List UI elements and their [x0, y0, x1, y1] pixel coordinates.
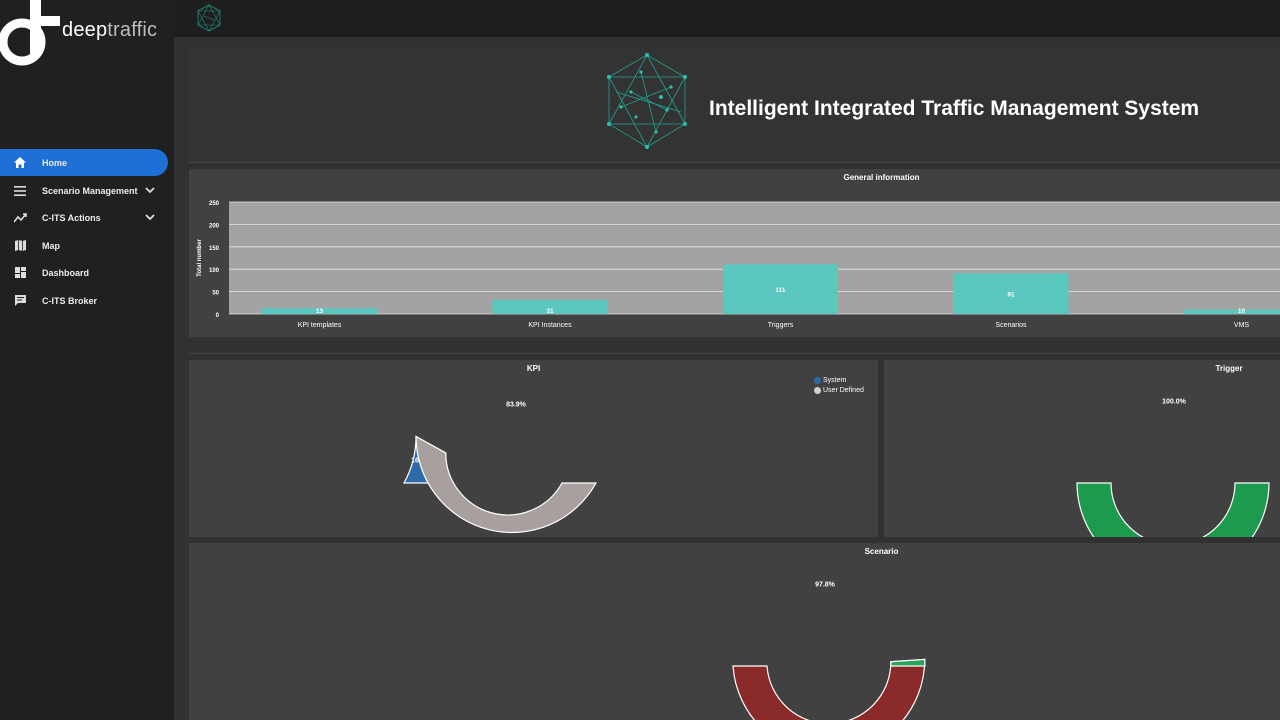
sidebar-item-scenario-management[interactable]: Scenario Management: [0, 177, 168, 204]
scenario-gauge-chart: 97.8%: [732, 582, 926, 720]
sidebar-item-cits-broker[interactable]: C-ITS Broker: [0, 287, 168, 314]
chevron-down-icon[interactable]: [144, 211, 156, 223]
home-icon: [13, 156, 27, 170]
bar: [262, 308, 377, 314]
y-tick-label: 50: [212, 291, 219, 297]
sidebar-item-label: C-ITS Broker: [42, 295, 98, 306]
divider: [189, 162, 1280, 163]
bar: [1184, 309, 1280, 314]
top-bar: [174, 0, 1280, 37]
legend-label: User Defined: [823, 387, 864, 394]
main-content: Intelligent Integrated Traffic Managemen…: [174, 37, 1280, 720]
bar-value-label: 13: [316, 308, 324, 315]
sidebar-item-label: Home: [42, 157, 68, 168]
gauge-value-label: 97.8%: [815, 582, 836, 589]
x-tick-label: KPI Instances: [528, 322, 572, 329]
sidebar-item-label: Map: [42, 240, 60, 251]
network-logo-icon[interactable]: [196, 4, 222, 32]
bar-value-label: 91: [1007, 292, 1015, 299]
trend-icon: [13, 211, 27, 225]
y-tick-label: 0: [216, 313, 220, 319]
logo-wordmark: deeptraffic: [62, 19, 158, 41]
kpi-legend: System User Defined: [814, 377, 864, 394]
map-icon: [13, 239, 27, 253]
network-hexagon-icon: [607, 53, 687, 149]
sidebar-item-cits-actions[interactable]: C-ITS Actions: [0, 204, 168, 231]
trigger-gauge-chart: 100.0%: [1076, 399, 1270, 537]
x-tick-label: VMS: [1234, 322, 1250, 329]
sidebar-item-dashboard[interactable]: Dashboard: [0, 259, 168, 286]
general-information-panel: General information 250 200 150 100 50 0 Total…: [189, 169, 1280, 337]
sidebar-item-label: Dashboard: [42, 267, 90, 278]
sidebar: deeptraffic Home Scenario Management C-I…: [0, 0, 174, 720]
sidebar-item-label: C-ITS Actions: [42, 212, 101, 223]
kpi-panel: KPI 16.1%83.9% System User Defined: [189, 360, 878, 537]
header-banner: Intelligent Integrated Traffic Managemen…: [189, 47, 1280, 162]
legend-dot-icon: [814, 387, 821, 394]
legend-item-user-defined[interactable]: User Defined: [814, 387, 864, 394]
bar: [953, 273, 1069, 314]
bar-value-label: 111: [775, 287, 786, 294]
gauge-slice: [732, 658, 926, 720]
gauge-slice: [1076, 482, 1270, 537]
y-tick-label: 150: [209, 246, 220, 252]
chevron-down-icon[interactable]: [144, 184, 156, 196]
general-bar-chart: 250 200 150 100 50 0 Total number 13 KPI templat…: [197, 201, 1280, 329]
deeptraffic-logo-icon: [0, 0, 60, 66]
y-tick-label: 100: [209, 268, 220, 274]
y-tick-label: 250: [209, 201, 220, 207]
bar: [723, 264, 838, 314]
bar-value-label: 31: [546, 308, 554, 315]
x-tick-label: Scenarios: [995, 322, 1027, 329]
panel-title: General information: [843, 173, 920, 182]
page-title: Intelligent Integrated Traffic Managemen…: [709, 97, 1200, 120]
x-tick-label: Triggers: [768, 322, 794, 329]
gauge-value-label: 83.9%: [506, 402, 527, 409]
sidebar-item-label: Scenario Management: [42, 185, 138, 196]
x-tick-label: KPI templates: [298, 322, 342, 329]
trigger-panel: Trigger 100.0%: [884, 360, 1280, 537]
y-tick-label: 200: [209, 223, 220, 229]
bar: [492, 300, 608, 314]
legend-dot-icon: [814, 377, 821, 384]
kpi-gauge-chart: 16.1%83.9%: [402, 402, 598, 534]
legend-item-system[interactable]: System: [814, 377, 864, 384]
divider: [189, 353, 1280, 354]
sidebar-item-map[interactable]: Map: [0, 232, 168, 259]
sidebar-item-home[interactable]: Home: [0, 149, 168, 176]
panel-title: KPI: [526, 364, 541, 373]
chat-icon: [13, 294, 27, 308]
gauge-slice: [890, 658, 926, 667]
legend-label: System: [823, 377, 847, 384]
dashboard-icon: [13, 266, 27, 280]
app-logo[interactable]: deeptraffic: [0, 0, 174, 80]
gauge-value-label: 100.0%: [1162, 399, 1187, 406]
gauge-slice: [415, 435, 598, 534]
y-axis-label: Total number: [197, 239, 203, 277]
bar-value-label: 10: [1238, 308, 1246, 315]
panel-title: Trigger: [1215, 364, 1243, 373]
scenario-panel: Scenario 97.8%: [189, 543, 1280, 720]
panel-title: Scenario: [864, 547, 899, 556]
menu-icon: [13, 184, 27, 198]
